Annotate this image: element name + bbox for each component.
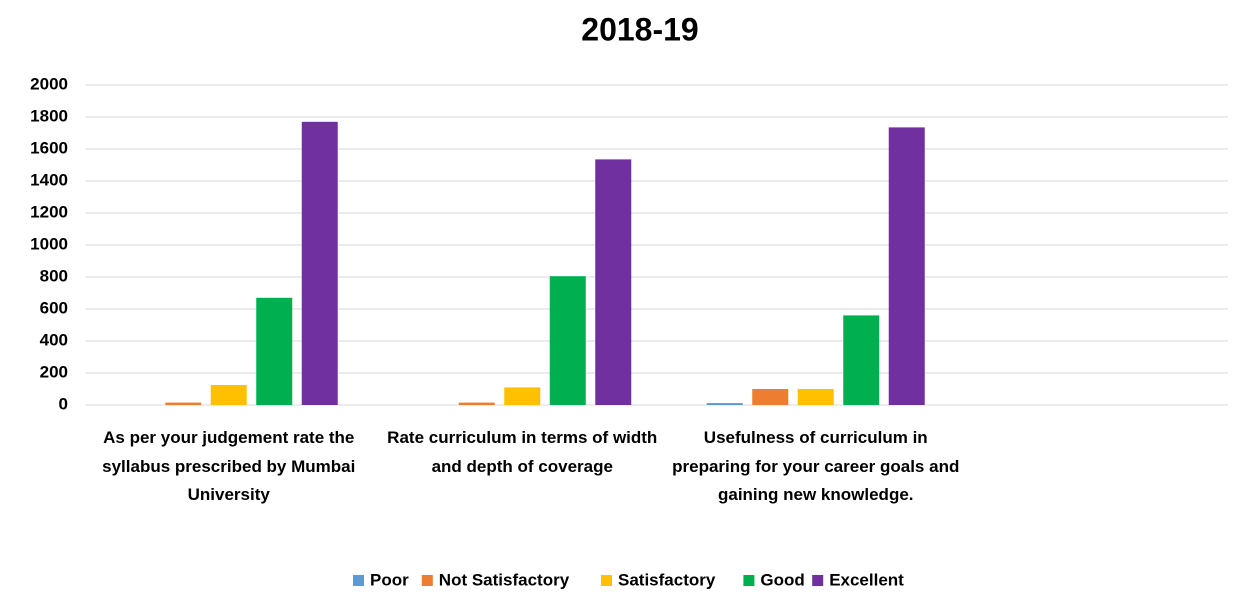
legend-label: Excellent [829,570,904,589]
y-tick-label: 1200 [30,202,68,221]
legend-label: Good [760,570,804,589]
legend-swatch [743,575,755,586]
legend-swatch [353,575,364,586]
bar [210,385,247,405]
y-tick-label: 200 [40,362,68,381]
bar [888,127,925,406]
bar [549,276,586,405]
y-tick-label: 1600 [30,138,68,157]
bar [843,315,880,405]
x-tick-label: Rate curriculum in terms of width and de… [387,428,658,476]
legend-label: Not Satisfactory [439,570,570,589]
legend-label: Poor [370,570,409,589]
legend-label: Satisfactory [618,570,716,589]
chart-title: 2018-19 [581,11,698,47]
y-tick-label: 2000 [30,74,68,93]
bar [797,389,834,405]
legend-swatch [421,575,433,586]
bar [301,121,338,406]
y-tick-label: 1800 [30,106,68,125]
bar [256,297,293,405]
y-tick-label: 800 [40,266,68,285]
y-tick-label: 1000 [30,234,68,253]
legend-swatch [601,575,612,586]
bar [165,402,202,405]
bar [752,389,789,405]
y-tick-label: 400 [40,330,68,349]
legend-swatch [812,575,824,586]
y-tick-label: 600 [40,298,68,317]
y-tick-label: 0 [59,394,68,413]
x-tick-label: As per your judgement rate the syllabus … [102,428,356,504]
y-tick-label: 1400 [30,170,68,189]
bar [458,402,495,405]
bar [706,403,743,405]
bar [504,387,541,405]
bar [595,159,632,405]
x-tick-label: Usefulness of curriculum in preparing fo… [672,428,960,504]
